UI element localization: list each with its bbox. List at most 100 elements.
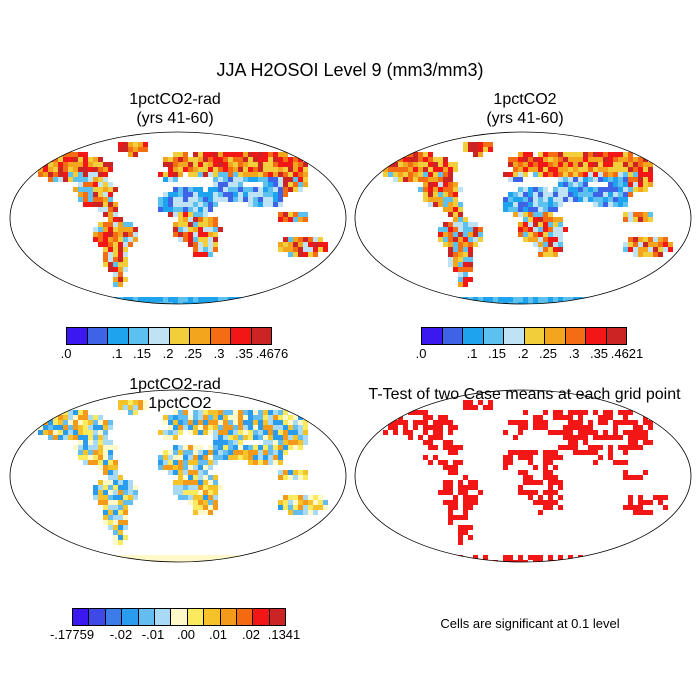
grid-cell [523, 410, 528, 415]
grid-cell [78, 415, 83, 420]
grid-cell [623, 217, 628, 222]
grid-cell [203, 167, 208, 172]
grid-cell [278, 172, 283, 177]
grid-cell [628, 495, 633, 500]
grid-cell [578, 435, 583, 440]
grid-cell [203, 207, 208, 212]
grid-cell [523, 455, 528, 460]
grid-cell [88, 172, 93, 177]
grid-cell [613, 157, 618, 162]
panel-3-map [8, 388, 348, 564]
grid-cell [203, 232, 208, 237]
panel-1-colorbar [66, 327, 272, 345]
grid-cell [88, 455, 93, 460]
grid-cell [213, 505, 218, 510]
grid-cell [63, 420, 68, 425]
grid-cell [393, 425, 398, 430]
grid-cell [278, 162, 283, 167]
grid-cell [43, 430, 48, 435]
grid-cell [448, 192, 453, 197]
map-border [354, 131, 692, 305]
grid-cell [513, 177, 518, 182]
grid-cell [463, 515, 468, 520]
grid-cell [618, 162, 623, 167]
grid-cell [313, 500, 318, 505]
grid-cell [313, 242, 318, 247]
grid-cell [543, 197, 548, 202]
grid-cell [253, 157, 258, 162]
grid-cell [123, 480, 128, 485]
grid-cell [553, 475, 558, 480]
grid-cell [598, 152, 603, 157]
grid-cell [203, 420, 208, 425]
grid-cell [473, 237, 478, 242]
grid-cell [378, 157, 383, 162]
grid-cell [273, 455, 278, 460]
grid-cell [378, 420, 383, 425]
grid-cell [118, 242, 123, 247]
grid-cell [208, 420, 213, 425]
grid-cell [448, 167, 453, 172]
grid-cell [113, 465, 118, 470]
grid-cell [83, 415, 88, 420]
grid-cell [638, 425, 643, 430]
grid-cell [278, 500, 283, 505]
grid-cell [218, 435, 223, 440]
cbar-tick: -.17759 [49, 627, 95, 642]
grid-cell [183, 410, 188, 415]
grid-cell [413, 410, 418, 415]
grid-cell [53, 435, 58, 440]
grid-cell [508, 177, 513, 182]
grid-cell [278, 247, 283, 252]
grid-cell [93, 297, 98, 302]
grid-cell [473, 147, 478, 152]
grid-cell [553, 167, 558, 172]
grid-cell [163, 172, 168, 177]
grid-cell [233, 420, 238, 425]
grid-cell [103, 555, 108, 560]
grid-cell [573, 435, 578, 440]
grid-cell [283, 242, 288, 247]
grid-cell [263, 152, 268, 157]
grid-cell [428, 555, 433, 560]
grid-cell [248, 167, 253, 172]
grid-cell [183, 192, 188, 197]
grid-cell [483, 147, 488, 152]
grid-cell [573, 420, 578, 425]
grid-cell [273, 197, 278, 202]
colorbar-swatch [73, 609, 90, 625]
grid-cell [233, 450, 238, 455]
grid-cell [408, 157, 413, 162]
grid-cell [473, 152, 478, 157]
grid-cell [553, 430, 558, 435]
grid-cell [238, 425, 243, 430]
grid-cell [608, 182, 613, 187]
grid-cell [513, 157, 518, 162]
grid-cell [273, 152, 278, 157]
grid-cell [208, 430, 213, 435]
grid-cell [98, 192, 103, 197]
grid-cell [473, 302, 478, 304]
grid-cell [133, 495, 138, 500]
grid-cell [173, 162, 178, 167]
grid-cell [188, 430, 193, 435]
grid-cell [453, 460, 458, 465]
grid-cell [503, 197, 508, 202]
grid-cell [658, 237, 663, 242]
grid-cell [158, 455, 163, 460]
grid-cell [628, 430, 633, 435]
grid-cell [438, 435, 443, 440]
grid-cell [193, 197, 198, 202]
grid-cell [48, 167, 53, 172]
colorbar-swatch [210, 328, 231, 344]
grid-cell [188, 167, 193, 172]
grid-cell [113, 232, 118, 237]
grid-cell [508, 202, 513, 207]
grid-cell [443, 182, 448, 187]
grid-cell [453, 217, 458, 222]
grid-cell [588, 450, 593, 455]
grid-cell [248, 435, 253, 440]
grid-cell [638, 212, 643, 217]
grid-cell [103, 505, 108, 510]
grid-cell [238, 197, 243, 202]
